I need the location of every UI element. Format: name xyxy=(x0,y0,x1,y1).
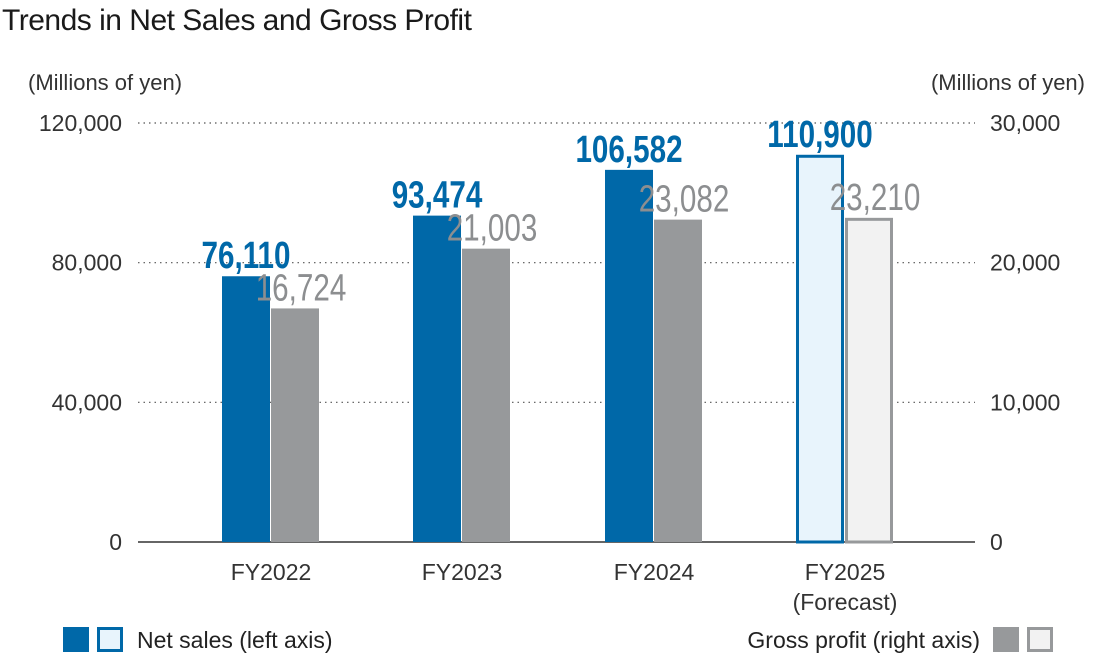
data-label: 23,082 xyxy=(639,178,730,220)
category-label: FY2025 xyxy=(805,559,886,585)
bar-gross-profit xyxy=(271,308,319,542)
bar-net-sales xyxy=(413,215,461,543)
left-tick-label: 40,000 xyxy=(52,389,122,415)
left-tick-label: 120,000 xyxy=(39,110,122,136)
legend-swatch-gross-profit xyxy=(993,627,1019,652)
data-label: 93,474 xyxy=(392,174,483,216)
bar-net-sales-forecast xyxy=(796,154,844,544)
data-label: 76,110 xyxy=(202,235,291,277)
legend-swatch-net-sales xyxy=(63,627,89,652)
right-tick-label: 20,000 xyxy=(990,250,1060,276)
legend-swatch-gross-profit-forecast xyxy=(1027,627,1053,652)
legend: Net sales (left axis) Gross profit (righ… xyxy=(63,627,1053,653)
data-label: 106,582 xyxy=(575,128,682,170)
chart-title: Trends in Net Sales and Gross Profit xyxy=(2,4,473,37)
category-label: (Forecast) xyxy=(793,589,898,615)
legend-net-sales: Net sales (left axis) xyxy=(137,627,333,653)
left-tick-label: 0 xyxy=(109,529,122,555)
right-tick-label: 10,000 xyxy=(990,389,1060,415)
right-tick-label: 0 xyxy=(990,529,1003,555)
bar-net-sales xyxy=(605,169,653,542)
legend-swatch-net-sales-forecast xyxy=(97,627,123,652)
data-label: 23,210 xyxy=(830,176,921,218)
legend-gross-profit: Gross profit (right axis) xyxy=(747,627,980,653)
bar-net-sales xyxy=(222,276,270,542)
bar-gross-profit xyxy=(462,248,510,543)
left-axis-label: (Millions of yen) xyxy=(28,70,182,95)
data-label: 110,900 xyxy=(767,113,872,155)
category-label: FY2024 xyxy=(614,559,695,585)
left-tick-label: 80,000 xyxy=(52,250,122,276)
right-tick-label: 30,000 xyxy=(990,110,1060,136)
category-label: FY2022 xyxy=(231,559,312,585)
data-label: 16,724 xyxy=(256,267,347,309)
bar-gross-profit xyxy=(654,219,702,542)
data-label: 21,003 xyxy=(447,207,538,249)
category-label: FY2023 xyxy=(422,559,503,585)
right-axis-label: (Millions of yen) xyxy=(931,70,1085,95)
bar-gross-profit-forecast xyxy=(845,217,893,544)
